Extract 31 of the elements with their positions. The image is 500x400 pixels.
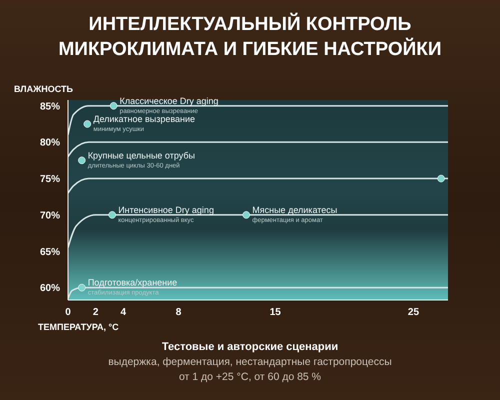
point — [84, 120, 92, 128]
point — [242, 211, 250, 219]
x-tick-label: 25 — [408, 307, 420, 318]
y-tick-label: 65% — [40, 246, 60, 258]
x-tick-label: 0 — [65, 307, 72, 318]
text: от 1 до +25 °C, от 60 до 85 % — [178, 370, 322, 385]
y-axis-title: ВЛАЖНОСТЬ — [14, 84, 74, 94]
annotation: Деликатное вызревание минимум усушки — [93, 114, 196, 133]
chart-title: ИНТЕЛЛЕКТУАЛЬНЫЙ КОНТРОЛЬ МИКРОКЛИМАТА И ГИБКИЕ НАСТРОЙКИ — [57, 12, 443, 62]
annotation: Подготовка/хранение стабилизация продукта — [88, 278, 178, 297]
y-tick-label: 70% — [40, 210, 60, 222]
annotation: Мясные деликатесы ферментация и аромат — [252, 204, 338, 224]
y-tick-label: 60% — [40, 283, 60, 294]
point — [437, 174, 445, 182]
text: выдержка, ферментация, нестандартные гастропроцессы — [107, 355, 393, 370]
x-tick-label: 4 — [120, 307, 126, 318]
annotation: Классическое Dry aging равномерное вызревание — [120, 96, 218, 115]
x-axis-title: ТЕМПЕРАТУРА, °C — [38, 322, 119, 332]
point — [110, 102, 118, 110]
point — [78, 156, 86, 164]
x-tick-label: 8 — [176, 307, 182, 318]
x-tick-label: 2 — [92, 307, 99, 318]
x-tick-label: 15 — [270, 307, 282, 318]
annotation: Крупные цельные отрубы длительные циклы 30-60 дней — [88, 150, 195, 170]
point — [78, 284, 86, 292]
point — [108, 211, 116, 219]
annotation: Интенсивное Dry aging концентрированный вкус — [118, 204, 214, 224]
text: Тестовые и авторские сценарии — [160, 340, 340, 355]
y-tick-label: 85% — [40, 101, 60, 112]
y-tick-label: 80% — [40, 138, 60, 149]
y-tick-label: 75% — [40, 174, 60, 186]
